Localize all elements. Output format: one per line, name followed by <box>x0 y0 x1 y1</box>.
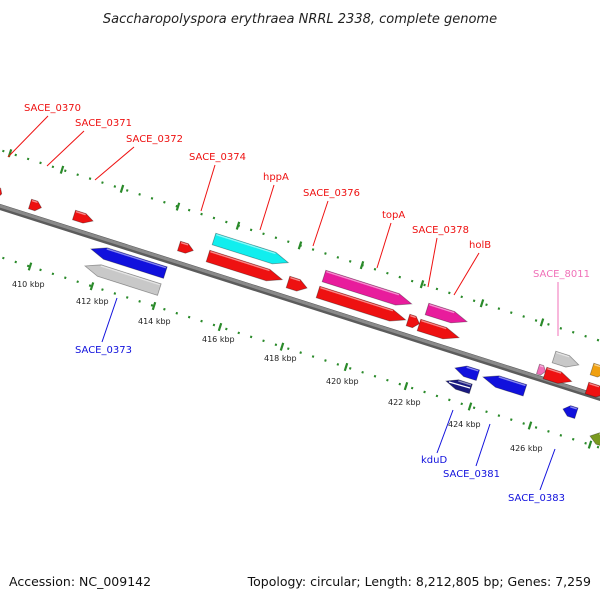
gene-label[interactable]: SACE_0381 <box>443 469 500 480</box>
inner-major-tick <box>403 381 409 391</box>
gene-label[interactable]: SACE_8011 <box>533 269 590 280</box>
ruler-label: 414 kbp <box>138 317 171 326</box>
gene-arrow <box>27 198 42 212</box>
gene-arrow <box>416 318 461 340</box>
genome-backbone <box>0 203 600 401</box>
ruler-label: 412 kbp <box>76 297 109 306</box>
gene-label[interactable]: SACE_0371 <box>75 118 132 129</box>
gene-arrow <box>285 275 308 292</box>
gene-label[interactable]: SACE_0383 <box>508 493 565 504</box>
label-leader-line <box>427 237 438 288</box>
ruler-ticks <box>7 149 593 449</box>
outer-major-tick <box>479 299 485 308</box>
label-leader-line <box>259 184 275 231</box>
gene-label[interactable]: topA <box>382 210 405 221</box>
gene-features <box>0 187 600 446</box>
gene-labels: SACE_0370 SACE_0371 SACE_0372 SACE_0374 hppA… <box>24 103 590 504</box>
inner-major-tick <box>279 342 285 351</box>
gene-label[interactable]: SACE_0372 <box>126 134 183 145</box>
inner-major-tick <box>587 440 593 449</box>
accession-text: Accession: NC_009142 <box>9 574 151 589</box>
gene-arrow <box>71 209 94 224</box>
label-leader-line <box>376 222 392 269</box>
outer-major-tick <box>539 318 545 327</box>
label-leader-line <box>7 115 49 158</box>
gene-arrow <box>542 366 573 384</box>
gene-arrow <box>405 313 420 329</box>
gene-label[interactable]: hppA <box>263 172 289 183</box>
inner-major-tick <box>151 301 157 311</box>
gene-arrow-hppA <box>211 232 290 265</box>
gene-arrow <box>89 247 168 279</box>
kduD-highlight <box>448 381 471 389</box>
gene-label[interactable]: kduD <box>421 455 447 466</box>
label-leader-line <box>46 130 85 167</box>
ruler-label: 422 kbp <box>388 398 421 407</box>
inner-major-tick <box>217 322 223 332</box>
label-leader-line <box>312 200 329 247</box>
gene-label[interactable]: SACE_0370 <box>24 103 81 114</box>
label-leader-line <box>101 297 118 343</box>
label-leader-line <box>453 252 480 296</box>
inner-major-tick <box>89 282 95 291</box>
gene-arrow-SACE-8011 <box>535 363 547 376</box>
outer-major-tick <box>235 221 241 230</box>
map-title: Saccharopolyspora erythraea NRRL 2338, c… <box>103 12 497 27</box>
gene-label[interactable]: SACE_0373 <box>75 345 132 356</box>
gene-arrow <box>0 187 3 197</box>
gene-arrow <box>551 350 580 368</box>
gene-arrow <box>315 285 407 322</box>
outer-major-tick <box>419 280 425 289</box>
inner-major-tick <box>467 402 473 411</box>
gene-arrow <box>589 432 600 446</box>
gene-label[interactable]: SACE_0378 <box>412 225 469 236</box>
inner-major-tick <box>27 262 33 271</box>
outer-major-tick <box>59 165 65 174</box>
ruler-label: 420 kbp <box>326 377 359 386</box>
outer-major-tick <box>359 260 365 270</box>
topology-text: Topology: circular; Length: 8,212,805 bp… <box>247 574 591 589</box>
gene-arrow <box>176 240 194 254</box>
gene-arrow <box>205 249 284 282</box>
gene-arrow <box>454 365 481 382</box>
ruler-label: 426 kbp <box>510 444 543 453</box>
ruler-label: 418 kbp <box>264 354 297 363</box>
label-leader-lines <box>7 115 559 491</box>
label-leader-line <box>94 146 135 181</box>
inner-major-tick <box>343 362 349 372</box>
outer-major-tick <box>175 202 181 211</box>
gene-arrow-SACE-0378 <box>424 302 469 324</box>
label-leader-line <box>200 164 216 212</box>
gene-arrow <box>584 381 600 398</box>
gene-arrow <box>589 362 600 378</box>
label-leader-line <box>475 423 491 467</box>
ruler-kbp-labels: 410 kbp 412 kbp 414 kbp 416 kbp 418 kbp 420 k… <box>12 280 543 453</box>
outer-major-tick <box>297 241 303 250</box>
ruler-label: 416 kbp <box>202 335 235 344</box>
ruler-label: 424 kbp <box>448 420 481 429</box>
ruler-label: 410 kbp <box>12 280 45 289</box>
gene-arrow <box>562 405 579 419</box>
inner-major-tick <box>527 421 533 430</box>
gene-label[interactable]: SACE_0376 <box>303 188 360 199</box>
outer-major-tick <box>119 184 125 193</box>
gene-label[interactable]: holB <box>469 240 491 251</box>
gene-arrow-topA <box>321 269 413 306</box>
label-leader-line <box>539 448 556 491</box>
inner-dot-track <box>0 255 600 449</box>
gene-label[interactable]: SACE_0374 <box>189 152 246 163</box>
gene-arrow-SACE-0373 <box>83 264 162 296</box>
gene-arrow-SACE-0381 <box>481 375 528 397</box>
label-leader-line <box>436 409 454 454</box>
